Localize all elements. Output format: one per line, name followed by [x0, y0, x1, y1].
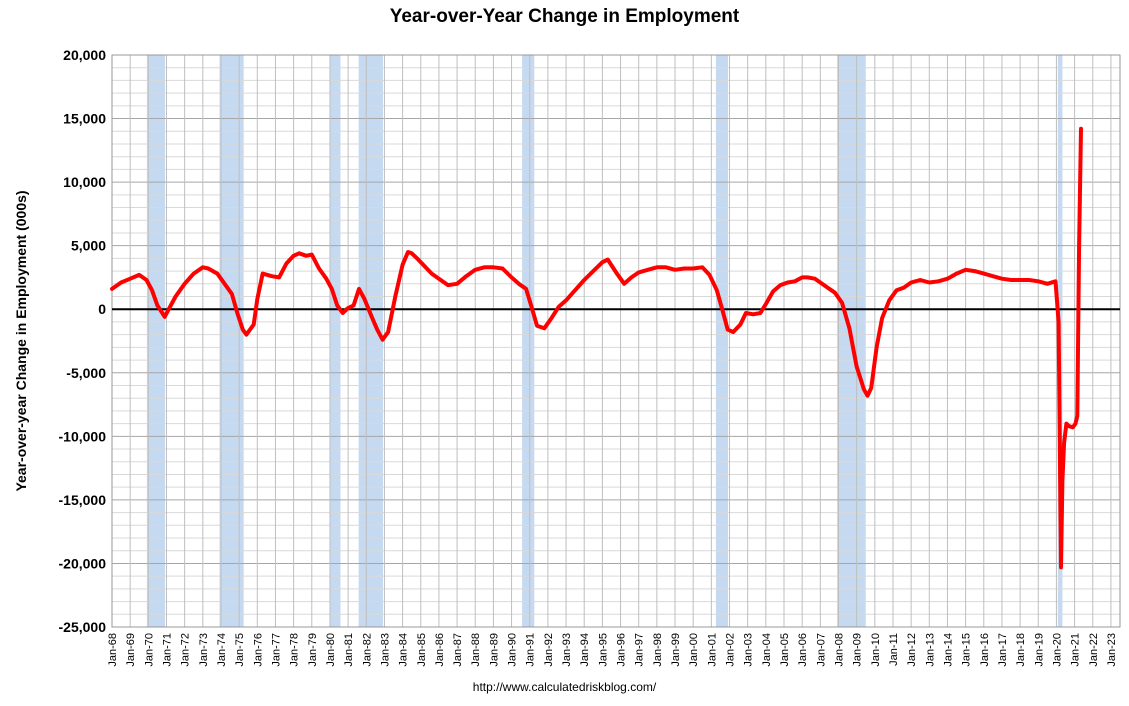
recession-band: [522, 55, 535, 627]
x-tick-label: Jan-70: [143, 633, 155, 667]
x-tick-label: Jan-72: [180, 633, 192, 667]
x-tick-label: Jan-18: [1015, 633, 1027, 667]
x-tick-label: Jan-94: [579, 633, 591, 667]
x-tick-label: Jan-04: [761, 633, 773, 667]
x-tick-label: Jan-17: [997, 633, 1009, 667]
x-tick-label: Jan-84: [398, 633, 410, 667]
y-tick-label: -15,000: [59, 492, 107, 508]
x-tick-label: Jan-01: [706, 633, 718, 667]
chart-title: Year-over-Year Change in Employment: [389, 6, 740, 27]
y-tick-label: 20,000: [63, 47, 106, 63]
x-tick-label: Jan-80: [325, 633, 337, 667]
recession-band: [715, 55, 729, 627]
x-tick-label: Jan-10: [870, 633, 882, 667]
x-tick-label: Jan-92: [543, 633, 555, 667]
x-tick-label: Jan-23: [1106, 633, 1118, 667]
y-tick-label: 15,000: [63, 111, 106, 127]
y-tick-label: -20,000: [59, 555, 107, 571]
x-tick-label: Jan-81: [343, 633, 355, 667]
x-tick-label: Jan-90: [507, 633, 519, 667]
x-tick-label: Jan-87: [452, 633, 464, 667]
x-tick-label: Jan-99: [670, 633, 682, 667]
x-tick-labels: Jan-68 Jan-69 Jan-70 Jan-71 Jan-72 Jan-73 Jan-…: [107, 633, 1118, 667]
x-tick-label: Jan-97: [634, 633, 646, 667]
x-tick-label: Jan-75: [234, 633, 246, 667]
y-tick-labels: 20,000 15,000 10,000 5,000 0 -5,000 -10,000 -15…: [59, 47, 107, 635]
x-tick-label: Jan-00: [688, 633, 700, 667]
x-tick-label: Jan-09: [852, 633, 864, 667]
x-tick-label: Jan-15: [961, 633, 973, 667]
recession-bands: [146, 55, 1063, 627]
x-tick-label: Jan-96: [616, 633, 628, 667]
x-tick-label: Jan-77: [270, 633, 282, 667]
recession-band: [146, 55, 166, 627]
series-line-employment: [110, 126, 1083, 570]
x-tick-label: Jan-76: [252, 633, 264, 667]
plot-frame: [111, 54, 1121, 628]
y-tick-label: 0: [98, 301, 106, 317]
x-tick-label: Jan-11: [888, 633, 900, 666]
x-tick-label: Jan-22: [1088, 633, 1100, 667]
x-tick-label: Jan-89: [488, 633, 500, 667]
x-tick-label: Jan-69: [125, 633, 137, 667]
recession-band: [219, 55, 244, 627]
x-tick-label: Jan-12: [906, 633, 918, 667]
x-tick-label: Jan-14: [942, 633, 954, 667]
x-tick-label: Jan-05: [779, 633, 791, 667]
x-tick-label: Jan-79: [307, 633, 319, 667]
x-tick-label: Jan-86: [434, 633, 446, 667]
x-tick-label: Jan-08: [833, 633, 845, 667]
recession-band: [329, 55, 341, 627]
y-tick-label: 5,000: [71, 238, 106, 254]
x-tick-label: Jan-82: [361, 633, 373, 667]
x-tick-label: Jan-03: [743, 633, 755, 667]
x-tick-label: Jan-74: [216, 633, 228, 667]
x-tick-label: Jan-83: [379, 633, 391, 667]
y-tick-label: 10,000: [63, 174, 106, 190]
x-tick-label: Jan-06: [797, 633, 809, 667]
x-tick-label: Jan-13: [924, 633, 936, 667]
x-tick-label: Jan-95: [597, 633, 609, 667]
x-tick-label: Jan-16: [979, 633, 991, 667]
x-tick-label: Jan-07: [815, 633, 827, 667]
x-tick-label: Jan-88: [470, 633, 482, 667]
y-tick-label: -25,000: [59, 619, 107, 635]
y-axis-label: Year-over-year Change in Employment (000…: [13, 190, 29, 491]
x-tick-label: Jan-68: [107, 633, 119, 667]
y-tick-label: -10,000: [59, 428, 107, 444]
y-tick-label: -5,000: [66, 365, 106, 381]
x-tick-label: Jan-85: [416, 633, 428, 667]
x-tick-label: Jan-78: [289, 633, 301, 667]
x-tick-label: Jan-20: [1051, 633, 1063, 667]
recession-band: [358, 55, 383, 627]
grid-lines: [111, 54, 1120, 628]
x-tick-label: Jan-91: [525, 633, 537, 667]
x-tick-label: Jan-71: [161, 633, 173, 667]
x-tick-label: Jan-93: [561, 633, 573, 667]
source-url: http://www.calculatedriskblog.com/: [472, 680, 657, 694]
x-tick-label: Jan-19: [1033, 633, 1045, 667]
x-tick-label: Jan-98: [652, 633, 664, 667]
x-tick-label: Jan-02: [725, 633, 737, 667]
x-tick-label: Jan-73: [198, 633, 210, 667]
x-tick-label: Jan-21: [1070, 633, 1082, 667]
